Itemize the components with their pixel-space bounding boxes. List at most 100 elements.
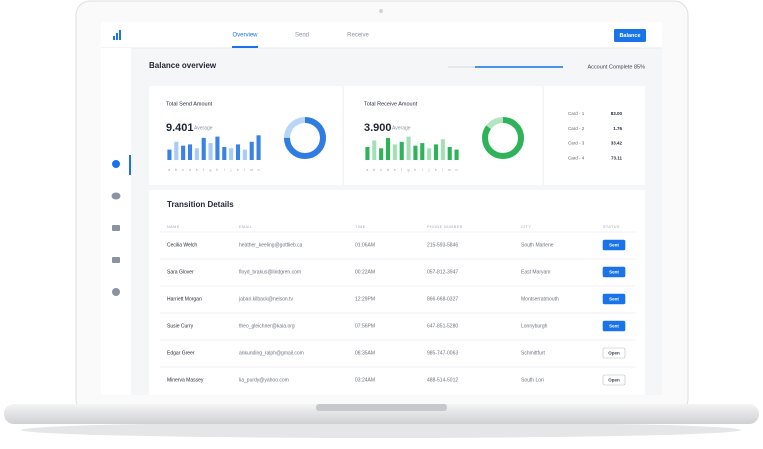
x-tick-label: f <box>401 168 402 172</box>
sidebar-active <box>129 155 131 175</box>
table-cell: East Maryam <box>521 269 550 275</box>
card-label: Card - 1 <box>568 111 585 116</box>
bar <box>365 147 370 160</box>
bar <box>427 148 432 160</box>
bar <box>174 141 179 160</box>
x-tick-label: d <box>387 168 389 172</box>
icon-settings[interactable] <box>112 288 120 296</box>
bar <box>433 144 439 160</box>
status-label[interactable]: Sent <box>609 269 619 274</box>
donut-value <box>284 117 326 159</box>
table-cell: 01:06AM <box>355 242 375 248</box>
camera <box>379 9 383 13</box>
table-cell: jabari.kilback@nelson.tv <box>238 296 293 302</box>
status-label[interactable]: Sent <box>609 296 619 301</box>
x-tick-label: l <box>442 168 443 172</box>
x-tick-label: e <box>196 168 198 172</box>
table-cell: 03:24AM <box>355 377 375 383</box>
bar <box>372 140 377 160</box>
table-cell: 488-514-5012 <box>427 377 458 383</box>
card-label: Card - 2 <box>568 126 585 131</box>
x-tick-label: k <box>435 168 437 172</box>
bar <box>447 147 452 160</box>
x-tick-label: g <box>209 168 211 172</box>
bar <box>440 139 445 160</box>
table-panel <box>149 190 645 395</box>
card-value: 33.42 <box>611 141 623 146</box>
bar <box>222 147 227 160</box>
icon-folder[interactable] <box>112 225 120 231</box>
table-cell: Schmittfurt <box>521 350 546 356</box>
bar <box>194 148 199 160</box>
icon-chat[interactable] <box>111 192 121 200</box>
table-cell: Lonnyburgh <box>521 323 548 329</box>
status-label[interactable]: Sent <box>609 242 619 247</box>
status-button[interactable] <box>602 320 626 332</box>
status-label[interactable]: Open <box>608 377 620 382</box>
table-cell: 215-593-5846 <box>427 242 458 248</box>
x-tick-label: j <box>428 168 430 172</box>
table-cell: floyd_brakus@lindgren.com <box>239 269 301 275</box>
nav-tab[interactable]: Send <box>295 33 309 39</box>
table-header: EMAIL <box>239 225 252 229</box>
table-cell: South Lori <box>521 377 544 383</box>
table-header: TIME <box>355 225 366 229</box>
card-title: Total Receive Amount <box>364 101 418 107</box>
card-label: Card - 4 <box>568 155 585 160</box>
table-cell: ankunding_ralph@gmail.com <box>239 350 304 356</box>
status-button[interactable] <box>602 266 626 278</box>
table-cell: 08:35AM <box>355 350 375 356</box>
x-tick-label: n <box>257 168 259 172</box>
table-cell: theo_gleichner@kaia.org <box>239 323 295 329</box>
table-cell: 647-851-5280 <box>427 323 458 329</box>
icon-mail[interactable] <box>112 257 120 263</box>
table-title: Transition Details <box>167 200 234 209</box>
table-header: PHONE NUMBER <box>427 225 463 229</box>
table-header: CITY <box>521 225 531 229</box>
x-tick-label: h <box>216 168 218 172</box>
status-label[interactable]: Open <box>608 350 620 355</box>
donut-value <box>482 117 524 159</box>
table-cell: Edgar Greer <box>167 350 195 356</box>
nav-tab[interactable]: Overview <box>232 33 258 39</box>
bar <box>385 137 391 160</box>
status-button[interactable] <box>602 239 626 251</box>
sidebar <box>101 48 131 395</box>
x-tick-label: e <box>394 168 396 172</box>
table-cell: heather_keeling@gottlieb.ca <box>239 242 303 248</box>
balance-button-label[interactable]: Balance <box>619 33 640 39</box>
table-cell: Minerva Massey <box>167 377 204 383</box>
table-cell: South Marlene <box>521 242 554 248</box>
table-cell: 00:22AM <box>355 269 375 275</box>
bar <box>379 148 384 160</box>
x-tick-label: b <box>373 168 375 172</box>
page-title: Balance overview <box>149 61 217 70</box>
x-tick-label: a <box>366 168 368 172</box>
icon-dashboard[interactable] <box>112 160 120 168</box>
amount-note: Average <box>392 125 411 131</box>
bar <box>420 143 425 160</box>
balance-button[interactable] <box>614 29 646 42</box>
amount: 3.900 <box>364 122 392 134</box>
bar <box>235 144 241 160</box>
bar <box>201 137 206 160</box>
status-button[interactable] <box>602 293 626 305</box>
bar <box>399 141 404 160</box>
bar <box>392 144 397 160</box>
tab-underline <box>232 46 258 48</box>
table-header: STATUS <box>603 225 620 229</box>
table-cell: 057-812-3947 <box>427 269 458 275</box>
table-cell: Sara Glover <box>167 269 194 275</box>
bar <box>215 136 220 160</box>
status-label[interactable]: Sent <box>609 323 619 328</box>
x-tick-label: g <box>407 168 409 172</box>
status-button[interactable] <box>602 374 626 386</box>
nav-tab[interactable]: Receive <box>347 33 369 39</box>
status-button[interactable] <box>602 347 626 359</box>
x-tick-label: i <box>224 168 225 172</box>
x-tick-label: k <box>237 168 239 172</box>
stats-panel <box>149 86 645 185</box>
card-value: 83.00 <box>611 111 623 116</box>
x-tick-label: a <box>168 168 170 172</box>
